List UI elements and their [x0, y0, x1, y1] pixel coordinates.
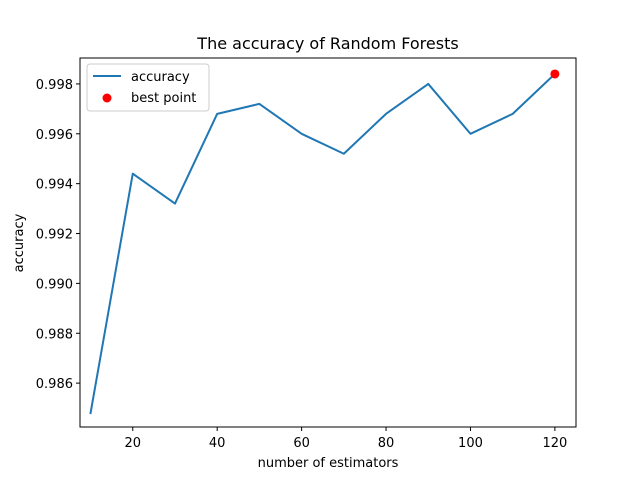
axes-frame	[79, 57, 577, 428]
series-line-accuracy	[89, 72, 557, 415]
x-tick-label: 40	[209, 436, 226, 451]
y-tick-label: 0.986	[36, 377, 73, 392]
legend-best-point-label: best point	[131, 91, 196, 106]
y-tick-label: 0.988	[36, 327, 73, 342]
legend-best-point-swatch	[102, 93, 112, 103]
series-layer	[89, 69, 560, 415]
y-tick-label: 0.998	[36, 78, 73, 93]
y-tick-label: 0.994	[36, 178, 73, 193]
x-tick-label: 100	[458, 436, 483, 451]
x-tick-label: 60	[293, 436, 310, 451]
x-tick-label: 20	[124, 436, 141, 451]
chart-title: The accuracy of Random Forests	[196, 34, 458, 53]
y-axis-label: accuracy	[12, 213, 27, 272]
y-tick-label: 0.996	[36, 128, 73, 143]
plot-area	[80, 58, 576, 427]
y-tick-label: 0.992	[36, 228, 73, 243]
legend: accuracy best point	[86, 63, 210, 112]
plot-background	[80, 58, 576, 427]
y-tick-label: 0.990	[36, 277, 73, 292]
x-axis-label: number of estimators	[258, 456, 399, 471]
best-point-marker	[550, 69, 560, 79]
x-tick-label: 120	[542, 436, 567, 451]
legend-accuracy-label: accuracy	[131, 70, 190, 85]
axes-layer: 20 40 60 80 100 120 0.986 0.988 0.990 0.992 0.994 0…	[36, 57, 577, 451]
x-tick-label: 80	[378, 436, 395, 451]
